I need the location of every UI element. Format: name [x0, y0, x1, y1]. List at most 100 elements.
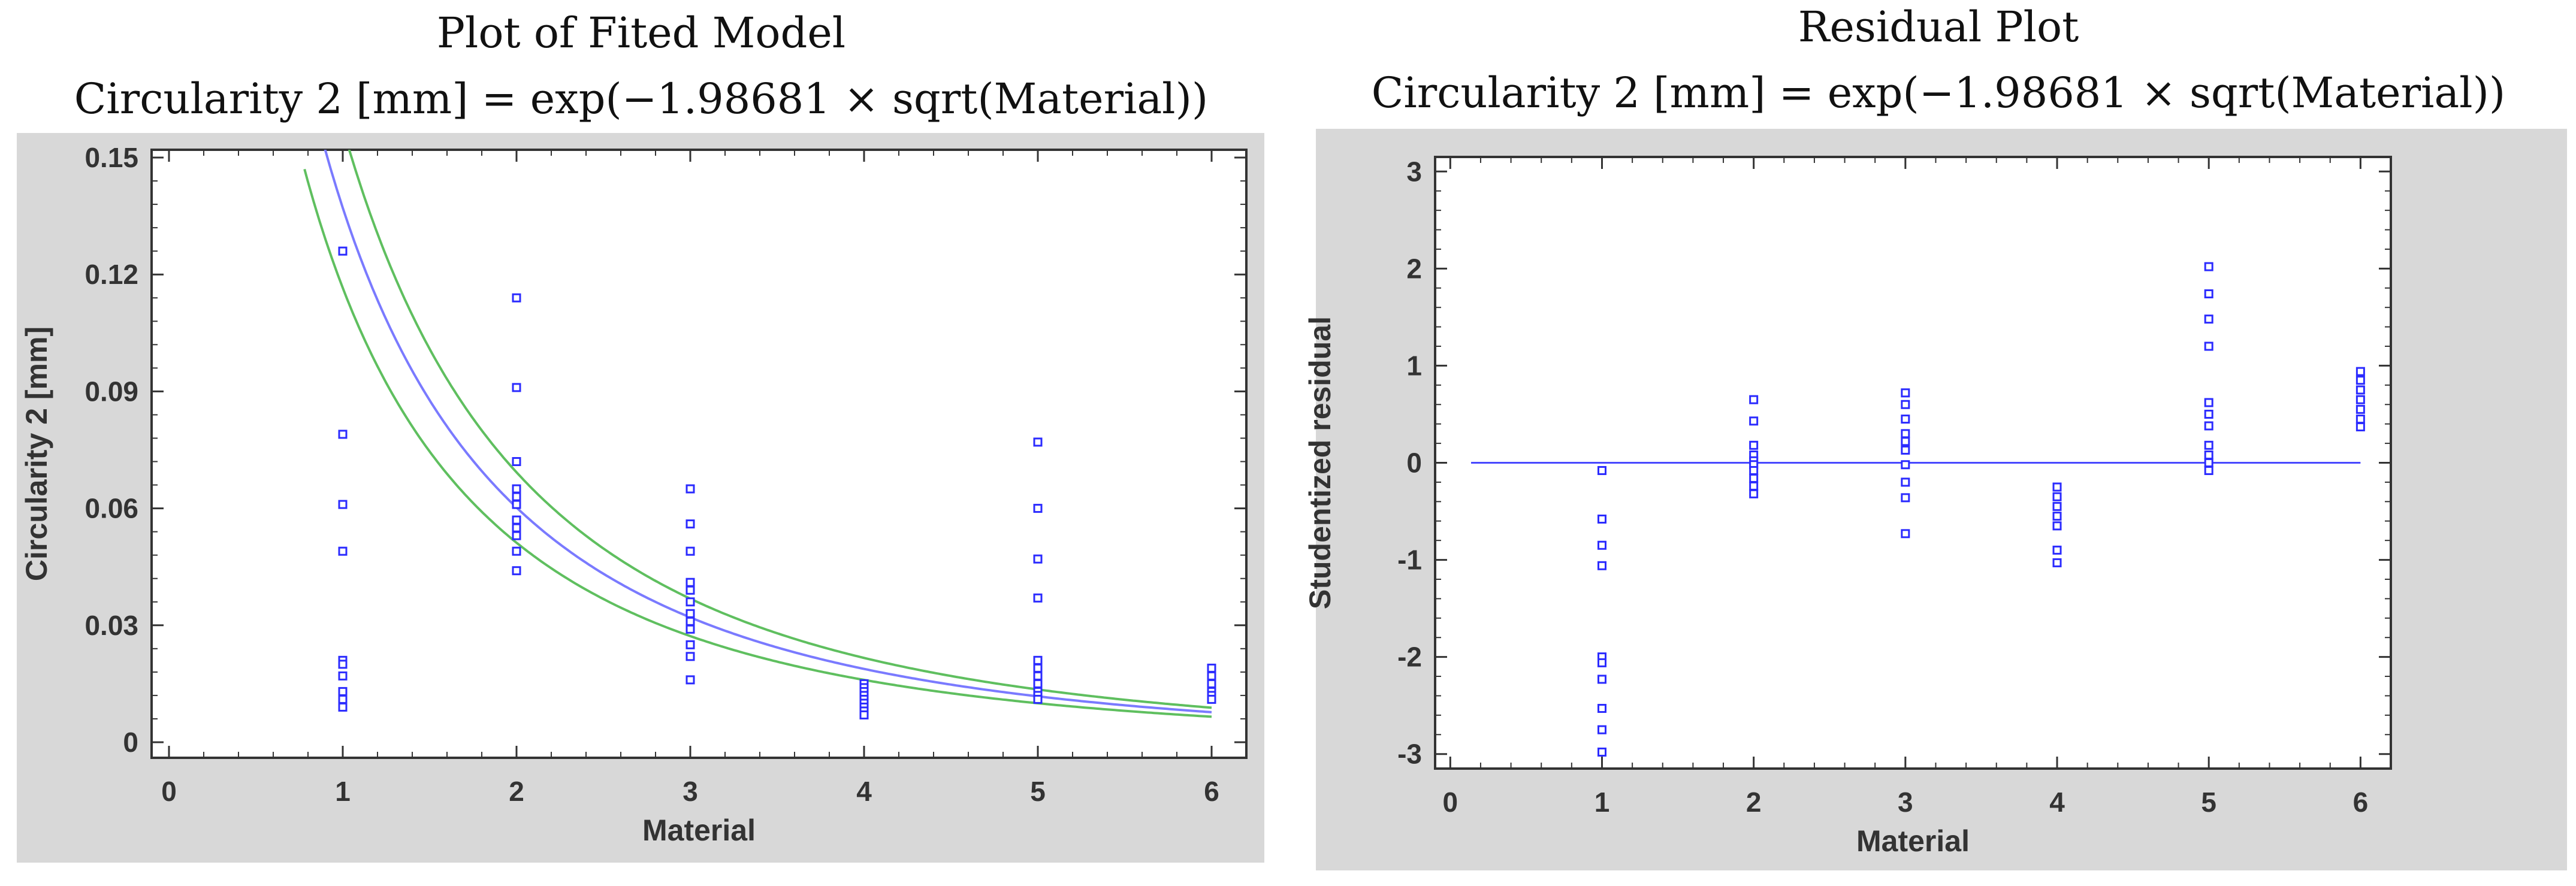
y-tick-label: -1 — [1397, 545, 1422, 576]
x-tick-label: 1 — [1594, 787, 1610, 818]
data-point — [2052, 558, 2062, 567]
data-point — [2355, 415, 2365, 424]
y-tick-label: -2 — [1397, 642, 1422, 673]
data-point — [1597, 747, 1606, 757]
data-point — [338, 500, 348, 509]
y-tick-label: 0.09 — [84, 376, 138, 407]
data-point — [512, 531, 521, 540]
data-point — [1033, 437, 1043, 447]
data-point — [1901, 400, 1910, 409]
data-point — [2052, 545, 2062, 555]
x-tick-label: 3 — [1898, 787, 1913, 818]
data-point — [685, 640, 695, 649]
data-point — [1901, 437, 1910, 446]
data-point — [1749, 395, 1759, 404]
lower-limit-curve — [303, 168, 1212, 718]
data-point — [1597, 540, 1606, 550]
x-axis-label: Material — [642, 814, 756, 847]
data-point — [338, 430, 348, 439]
data-point — [2204, 398, 2213, 407]
data-point — [1033, 504, 1043, 513]
data-point — [685, 585, 695, 595]
data-point — [685, 519, 695, 529]
y-tick-label: 3 — [1406, 156, 1422, 187]
data-point — [1901, 529, 1910, 539]
y-tick-label: 0.12 — [84, 259, 138, 290]
data-point — [2052, 501, 2062, 511]
data-point — [1597, 465, 1606, 475]
data-point — [1597, 675, 1606, 684]
data-point — [512, 457, 521, 467]
x-tick-label: 6 — [1204, 776, 1219, 807]
data-point — [1033, 593, 1043, 603]
data-point — [1901, 493, 1910, 503]
y-tick-label: 0.06 — [84, 493, 138, 524]
right-chart-title: Residual Plot — [1798, 2, 2079, 52]
data-point — [512, 566, 521, 576]
y-tick-label: -3 — [1397, 739, 1422, 770]
data-point — [685, 652, 695, 661]
data-point — [685, 624, 695, 634]
y-tick-label: 2 — [1406, 253, 1422, 284]
data-point — [2052, 521, 2062, 531]
data-point — [1597, 725, 1606, 734]
data-point — [2204, 465, 2213, 475]
data-point — [512, 500, 521, 509]
data-point — [2204, 421, 2213, 431]
data-point — [1901, 388, 1910, 398]
upper-limit-curve — [348, 150, 1212, 709]
data-point — [685, 675, 695, 685]
data-point — [512, 293, 521, 303]
x-tick-label: 4 — [2049, 787, 2065, 818]
data-point — [2355, 404, 2365, 414]
x-tick-label: 2 — [1746, 787, 1762, 818]
data-point — [2355, 367, 2365, 376]
data-point — [338, 671, 348, 681]
right-chart-subtitle: Circularity 2 [mm] = exp(−1.98681 × sqrt… — [1371, 68, 2506, 117]
x-tick-label: 0 — [161, 776, 177, 807]
data-point — [2355, 376, 2365, 385]
data-point — [1597, 561, 1606, 570]
y-axis-label: Studentized residual — [1303, 316, 1337, 609]
data-point — [338, 546, 348, 556]
data-point — [1597, 514, 1606, 524]
y-tick-label: 0 — [1406, 447, 1422, 479]
data-point — [685, 597, 695, 607]
data-point — [338, 246, 348, 256]
x-tick-label: 5 — [2201, 787, 2216, 818]
data-point — [1749, 481, 1759, 491]
data-point — [859, 710, 869, 719]
y-tick-label: 1 — [1406, 350, 1422, 381]
data-point — [1749, 440, 1759, 450]
data-point — [1901, 445, 1910, 455]
data-point — [2204, 289, 2213, 299]
data-point — [512, 383, 521, 392]
data-point — [685, 484, 695, 494]
data-point — [2204, 450, 2213, 460]
y-tick-label: 0 — [123, 727, 138, 758]
x-tick-label: 5 — [1030, 776, 1046, 807]
data-point — [1901, 429, 1910, 439]
x-tick-label: 0 — [1443, 787, 1458, 818]
data-point — [1901, 415, 1910, 424]
data-point — [1901, 477, 1910, 487]
x-axis-label: Material — [1856, 824, 1970, 858]
x-tick-label: 1 — [335, 776, 351, 807]
data-point — [338, 660, 348, 669]
data-point — [1207, 694, 1216, 704]
data-point — [1597, 658, 1606, 667]
data-point — [2204, 341, 2213, 351]
data-point — [2204, 262, 2213, 271]
data-point — [1749, 473, 1759, 483]
data-point — [338, 702, 348, 712]
data-point — [2052, 482, 2062, 492]
x-tick-label: 3 — [682, 776, 698, 807]
x-tick-label: 6 — [2353, 787, 2369, 818]
data-point — [2204, 409, 2213, 419]
data-point — [1033, 694, 1043, 704]
left-chart-subtitle: Circularity 2 [mm] = exp(−1.98681 × sqrt… — [74, 74, 1209, 123]
y-tick-label: 0.03 — [84, 610, 138, 641]
data-point — [685, 546, 695, 556]
